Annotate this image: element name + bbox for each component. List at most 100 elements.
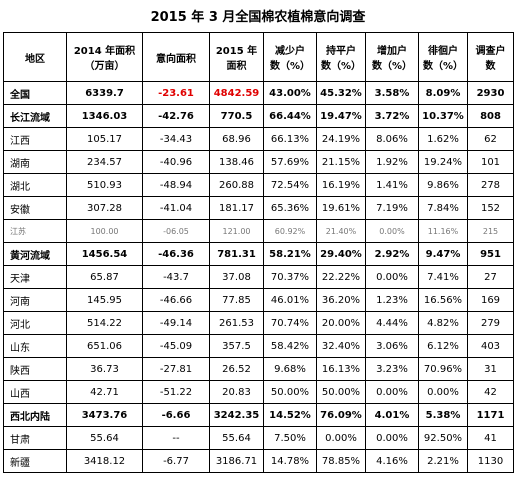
table-cell: 9.86% <box>418 173 468 197</box>
table-cell: 河北 <box>3 311 67 335</box>
table-cell: 279 <box>467 311 514 335</box>
table-cell: 70.37% <box>263 265 317 289</box>
table-cell: -34.43 <box>142 127 210 151</box>
table-cell: 2.92% <box>365 242 419 266</box>
table-cell: 19.61% <box>316 196 366 220</box>
header-cell: 地区 <box>3 32 67 82</box>
table-cell: 307.28 <box>66 196 143 220</box>
table-cell: 4.01% <box>365 403 419 427</box>
table-cell: 山东 <box>3 334 67 358</box>
table-cell: 16.56% <box>418 288 468 312</box>
table-row: 山东 651.06 -45.09 357.5 58.42% 32.40% 3.06% 6.12… <box>3 334 514 358</box>
table-cell: 河南 <box>3 288 67 312</box>
header-cell: 2015 年 面积 <box>209 32 264 82</box>
table-cell: 1.92% <box>365 150 419 174</box>
table-cell: -42.76 <box>142 104 210 128</box>
table-cell: 9.68% <box>263 357 317 381</box>
header-cell: 减少户 数（%） <box>263 32 317 82</box>
table-cell: 7.41% <box>418 265 468 289</box>
table-cell: 55.64 <box>209 426 264 450</box>
table-row: 湖南 234.57 -40.96 138.46 57.69% 21.15% 1.92% 19.… <box>3 150 514 174</box>
table-row: 西北内陆 3473.76 -6.66 3242.35 14.52% 76.09% 4.01%… <box>3 403 514 427</box>
table-cell: 黄河流域 <box>3 242 67 266</box>
table-cell: 3.23% <box>365 357 419 381</box>
table-cell: 3186.71 <box>209 449 264 473</box>
table-cell: 新疆 <box>3 449 67 473</box>
table-cell: 19.24% <box>418 150 468 174</box>
table-cell: 21.15% <box>316 150 366 174</box>
table-cell: 全国 <box>3 81 67 105</box>
table-cell: 50.00% <box>263 380 317 404</box>
table-cell: 4.44% <box>365 311 419 335</box>
header-cell: 持平户 数（%） <box>316 32 366 82</box>
table-cell: 11.16% <box>418 219 468 243</box>
table-cell: 510.93 <box>66 173 143 197</box>
table-cell: 100.00 <box>66 219 143 243</box>
table-row: 甘肃 55.64 -- 55.64 7.50% 0.00% 0.00% 92.50% 41 <box>3 426 514 450</box>
table-cell: -40.96 <box>142 150 210 174</box>
table-cell: 长江流域 <box>3 104 67 128</box>
table-row: 新疆 3418.12 -6.77 3186.71 14.78% 78.85% 4.16% 2.… <box>3 449 514 473</box>
table-cell: 68.96 <box>209 127 264 151</box>
table-cell: 江西 <box>3 127 67 151</box>
table-cell: 14.78% <box>263 449 317 473</box>
table-cell: 1.41% <box>365 173 419 197</box>
table-cell: 77.85 <box>209 288 264 312</box>
table-cell: -46.36 <box>142 242 210 266</box>
table-cell: 92.50% <box>418 426 468 450</box>
table-row: 天津 65.87 -43.7 37.08 70.37% 22.22% 0.00% 7.41% 2… <box>3 265 514 289</box>
table-cell: 357.5 <box>209 334 264 358</box>
table-cell: 1456.54 <box>66 242 143 266</box>
table-cell: 55.64 <box>66 426 143 450</box>
table-cell: 514.22 <box>66 311 143 335</box>
table-cell: 41 <box>467 426 514 450</box>
table-row: 安徽 307.28 -41.04 181.17 65.36% 19.61% 7.19% 7.8… <box>3 196 514 220</box>
table-cell: 26.52 <box>209 357 264 381</box>
table-cell: 20.00% <box>316 311 366 335</box>
table-cell: 261.53 <box>209 311 264 335</box>
table-cell: -41.04 <box>142 196 210 220</box>
table-cell: 169 <box>467 288 514 312</box>
table-cell: -51.22 <box>142 380 210 404</box>
table-row: 全国 6339.7 -23.61 4842.59 43.00% 45.32% 3.58% 8.… <box>3 81 514 105</box>
table-cell: 0.00% <box>418 380 468 404</box>
header-cell: 徘徊户 数（%） <box>418 32 468 82</box>
table-cell: 29.40% <box>316 242 366 266</box>
table-cell: 安徽 <box>3 196 67 220</box>
table-cell: 0.00% <box>365 380 419 404</box>
table-cell: 70.96% <box>418 357 468 381</box>
table-cell: 278 <box>467 173 514 197</box>
table-cell: 58.21% <box>263 242 317 266</box>
table-cell: 3473.76 <box>66 403 143 427</box>
table-cell: -06.05 <box>142 219 210 243</box>
table-cell: 215 <box>467 219 514 243</box>
table-cell: -27.81 <box>142 357 210 381</box>
table-cell: 0.00% <box>365 426 419 450</box>
table-cell: 1171 <box>467 403 514 427</box>
table-cell: 36.20% <box>316 288 366 312</box>
table-cell: 3.58% <box>365 81 419 105</box>
header-cell: 增加户 数（%） <box>365 32 419 82</box>
table: 地区 2014 年面积 （万亩） 意向面积 2015 年 面积 减少户 数（%） 持平户 … <box>3 32 514 473</box>
table-cell: 3242.35 <box>209 403 264 427</box>
table-cell: 66.44% <box>263 104 317 128</box>
table-cell: 5.38% <box>418 403 468 427</box>
table-cell: 3418.12 <box>66 449 143 473</box>
table-cell: 234.57 <box>66 150 143 174</box>
table-cell: 西北内陆 <box>3 403 67 427</box>
table-cell: 7.84% <box>418 196 468 220</box>
table-cell: 60.92% <box>263 219 317 243</box>
table-cell: 32.40% <box>316 334 366 358</box>
table-cell: 16.13% <box>316 357 366 381</box>
header-row: 地区 2014 年面积 （万亩） 意向面积 2015 年 面积 减少户 数（%） 持平户 … <box>3 32 514 82</box>
table-cell: 1346.03 <box>66 104 143 128</box>
table-cell: 651.06 <box>66 334 143 358</box>
table-cell: 1130 <box>467 449 514 473</box>
table-cell: 66.13% <box>263 127 317 151</box>
table-cell: 46.01% <box>263 288 317 312</box>
table-cell: -- <box>142 426 210 450</box>
table-cell: 0.00% <box>365 219 419 243</box>
table-cell: 145.95 <box>66 288 143 312</box>
table-cell: 121.00 <box>209 219 264 243</box>
